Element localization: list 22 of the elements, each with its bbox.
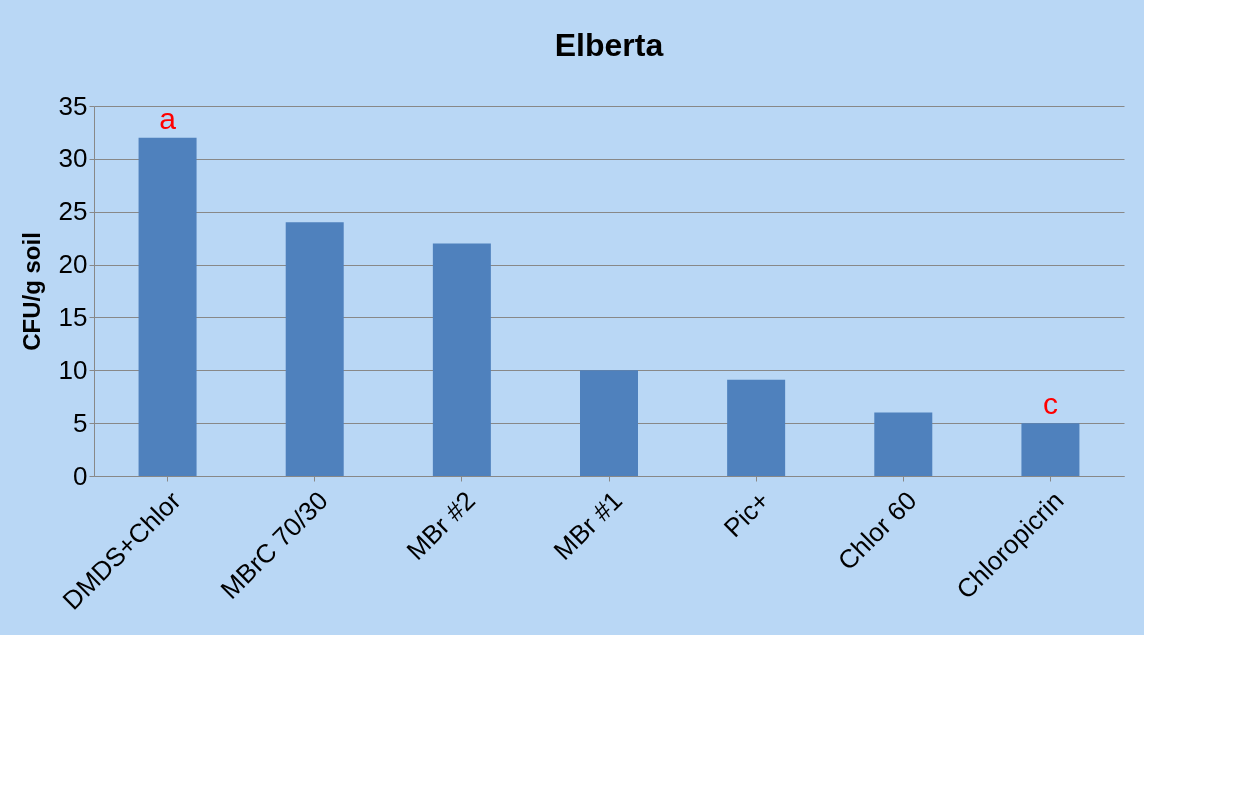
y-axis-title: CFU/g soil xyxy=(17,232,45,351)
x-tick-label: Pic+ xyxy=(717,485,776,543)
bar xyxy=(138,137,197,476)
bar xyxy=(874,412,933,476)
y-tick-label: 30 xyxy=(58,143,88,174)
chart-title: Elberta xyxy=(554,27,664,63)
y-tick-label: 20 xyxy=(58,249,88,280)
bar xyxy=(727,379,786,476)
bar xyxy=(432,243,491,476)
y-tick-label: 5 xyxy=(73,407,88,438)
y-tick-label: 35 xyxy=(58,90,88,121)
bar xyxy=(1021,423,1080,476)
x-tick-label: MBr #1 xyxy=(547,485,629,566)
y-tick-label: 10 xyxy=(58,354,88,385)
y-tick-label: 25 xyxy=(58,196,88,227)
annotation: a xyxy=(159,101,177,135)
bar xyxy=(580,370,638,476)
y-tick-label: 15 xyxy=(58,301,88,332)
y-tick-label: 0 xyxy=(73,460,88,491)
bar xyxy=(285,222,344,476)
annotation: c xyxy=(1042,387,1058,421)
x-tick-label: MBr #2 xyxy=(400,485,481,566)
